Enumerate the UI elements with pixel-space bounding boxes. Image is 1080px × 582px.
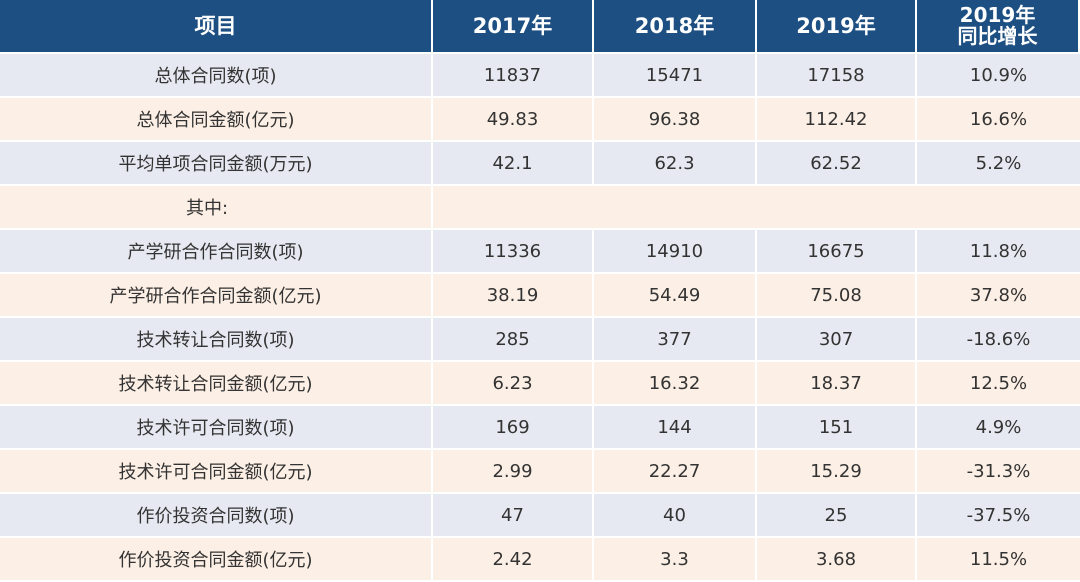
row-2019: 17158 bbox=[757, 54, 917, 98]
row-item: 平均单项合同金额(万元) bbox=[0, 142, 433, 186]
row-2017: 2.42 bbox=[433, 538, 594, 582]
header-growth: 2019年 同比增长 bbox=[917, 0, 1080, 54]
header-growth-line2: 同比增长 bbox=[957, 24, 1038, 48]
row-2017: 285 bbox=[433, 318, 594, 362]
row-item: 作价投资合同金额(亿元) bbox=[0, 538, 433, 582]
header-2017: 2017年 bbox=[433, 0, 594, 54]
header-2019: 2019年 bbox=[757, 0, 917, 54]
header-2018: 2018年 bbox=[594, 0, 757, 54]
row-growth: 37.8% bbox=[917, 274, 1080, 318]
row-2017: 42.1 bbox=[433, 142, 594, 186]
row-item: 技术转让合同数(项) bbox=[0, 318, 433, 362]
row-2018: 15471 bbox=[594, 54, 757, 98]
row-2018: 96.38 bbox=[594, 98, 757, 142]
row-growth: 12.5% bbox=[917, 362, 1080, 406]
row-2018: 40 bbox=[594, 494, 757, 538]
header-item: 项目 bbox=[0, 0, 433, 54]
row-growth: -31.3% bbox=[917, 450, 1080, 494]
row-2017: 11336 bbox=[433, 230, 594, 274]
row-2019: 75.08 bbox=[757, 274, 917, 318]
row-2018: 377 bbox=[594, 318, 757, 362]
row-item: 产学研合作合同金额(亿元) bbox=[0, 274, 433, 318]
row-2019: 3.68 bbox=[757, 538, 917, 582]
row-growth: -18.6% bbox=[917, 318, 1080, 362]
row-2019: 62.52 bbox=[757, 142, 917, 186]
row-2017: 38.19 bbox=[433, 274, 594, 318]
row-growth: 10.9% bbox=[917, 54, 1080, 98]
row-2018: 144 bbox=[594, 406, 757, 450]
row-2019: 18.37 bbox=[757, 362, 917, 406]
row-2018: 3.3 bbox=[594, 538, 757, 582]
row-2017: 169 bbox=[433, 406, 594, 450]
row-2017: 6.23 bbox=[433, 362, 594, 406]
row-2017: 49.83 bbox=[433, 98, 594, 142]
row-growth: 4.9% bbox=[917, 406, 1080, 450]
section-filler bbox=[433, 186, 1080, 230]
row-growth: 5.2% bbox=[917, 142, 1080, 186]
row-growth: -37.5% bbox=[917, 494, 1080, 538]
row-2017: 11837 bbox=[433, 54, 594, 98]
row-2017: 47 bbox=[433, 494, 594, 538]
row-growth: 16.6% bbox=[917, 98, 1080, 142]
row-2019: 307 bbox=[757, 318, 917, 362]
row-2018: 54.49 bbox=[594, 274, 757, 318]
row-2018: 62.3 bbox=[594, 142, 757, 186]
header-growth-line1: 2019年 bbox=[959, 3, 1036, 27]
row-item: 产学研合作合同数(项) bbox=[0, 230, 433, 274]
row-2018: 22.27 bbox=[594, 450, 757, 494]
row-item: 作价投资合同数(项) bbox=[0, 494, 433, 538]
row-item: 技术许可合同数(项) bbox=[0, 406, 433, 450]
row-2019: 25 bbox=[757, 494, 917, 538]
row-growth: 11.8% bbox=[917, 230, 1080, 274]
row-item: 总体合同数(项) bbox=[0, 54, 433, 98]
row-growth: 11.5% bbox=[917, 538, 1080, 582]
row-2019: 15.29 bbox=[757, 450, 917, 494]
row-2018: 14910 bbox=[594, 230, 757, 274]
row-2018: 16.32 bbox=[594, 362, 757, 406]
row-2017: 2.99 bbox=[433, 450, 594, 494]
section-label: 其中: bbox=[0, 186, 433, 230]
row-2019: 151 bbox=[757, 406, 917, 450]
row-item: 总体合同金额(亿元) bbox=[0, 98, 433, 142]
row-item: 技术转让合同金额(亿元) bbox=[0, 362, 433, 406]
row-2019: 16675 bbox=[757, 230, 917, 274]
row-item: 技术许可合同金额(亿元) bbox=[0, 450, 433, 494]
row-2019: 112.42 bbox=[757, 98, 917, 142]
